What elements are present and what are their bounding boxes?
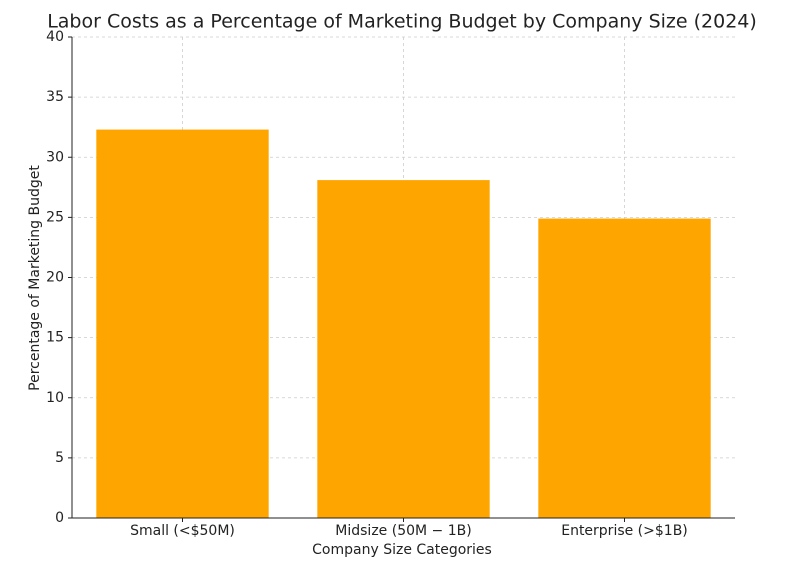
y-tick-label: 5 [55,450,64,466]
bar [538,218,711,518]
y-tick-label: 30 [46,149,64,165]
y-tick-label: 15 [46,330,64,346]
x-tick-label: Small (<$50M) [130,523,235,539]
y-tick-label: 25 [46,209,64,225]
y-tick-label: 0 [55,510,64,526]
y-tick-label: 10 [46,390,64,406]
y-tick-label: 35 [46,89,64,105]
y-axis-label: Percentage of Marketing Budget [27,165,43,391]
y-tick-label: 40 [46,29,64,45]
bar [317,180,490,518]
x-tick-label: Midsize (50M − 1B) [335,523,471,539]
x-axis-label: Company Size Categories [312,542,492,558]
bar [96,129,269,518]
x-tick-label: Enterprise (>$1B) [561,523,688,539]
y-tick-label: 20 [46,270,64,286]
chart-title: Labor Costs as a Percentage of Marketing… [47,11,757,33]
